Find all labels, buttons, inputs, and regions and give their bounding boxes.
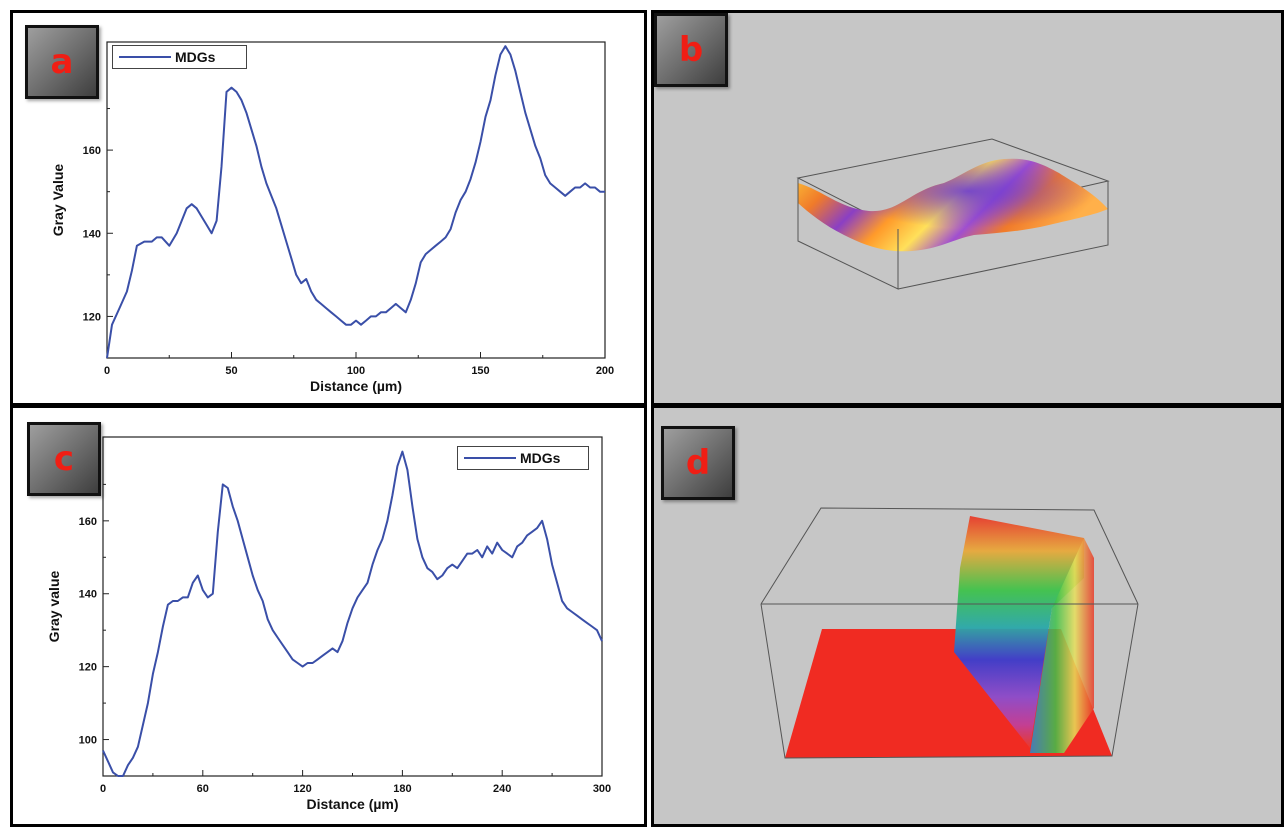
- panel-label-b-text: b: [678, 30, 704, 70]
- panel-b: b: [651, 10, 1284, 406]
- panel-label-c: c: [27, 422, 101, 496]
- y-tick-label: 120: [79, 662, 97, 674]
- chart-c: 0 60 120 180 240 300 100 120 140 160 Distance (µm)…: [46, 436, 611, 812]
- series-line-mdgs: [102, 450, 603, 777]
- x-tick-label: 240: [493, 783, 511, 795]
- y-tick-label: 160: [83, 145, 101, 157]
- x-axis-title: Distance (µm): [310, 378, 402, 394]
- x-tick-label: 120: [293, 783, 311, 795]
- panel-a: 0 50 100 150 200 120 140 160 Distance (µm) Gray V…: [10, 10, 647, 406]
- surface-render-d: [760, 507, 1139, 759]
- chart-a: 0 50 100 150 200 120 140 160 Distance (µm) Gray V…: [50, 41, 614, 394]
- series-line-mdgs: [106, 45, 605, 359]
- surface-render-b: [796, 138, 1110, 290]
- x-tick-label: 150: [471, 365, 489, 377]
- x-tick-label: 50: [225, 365, 237, 377]
- x-axis-title: Distance (µm): [306, 796, 398, 812]
- panel-label-c-text: c: [53, 439, 75, 479]
- y-tick-label: 120: [83, 311, 101, 323]
- panel-label-d: d: [661, 426, 735, 500]
- x-tick-label: 100: [347, 365, 365, 377]
- y-tick-label: 140: [79, 589, 97, 601]
- legend-a-swatch: [119, 56, 171, 58]
- panel-label-d-text: d: [685, 443, 711, 483]
- panel-label-b: b: [654, 13, 728, 87]
- x-tick-label: 180: [393, 783, 411, 795]
- x-tick-label: 300: [593, 783, 611, 795]
- legend-c-label: MDGs: [520, 450, 561, 466]
- panel-label-a: a: [25, 25, 99, 99]
- y-tick-label: 140: [83, 228, 101, 240]
- y-axis-title: Gray Value: [50, 164, 66, 237]
- panel-d: d: [651, 405, 1284, 827]
- x-tick-label: 0: [100, 783, 106, 795]
- panel-c: 0 60 120 180 240 300 100 120 140 160 Distance (µm)…: [10, 405, 647, 827]
- x-tick-label: 0: [104, 365, 110, 377]
- x-tick-label: 200: [596, 365, 614, 377]
- y-axis-title: Gray value: [46, 570, 62, 642]
- legend-a: MDGs: [112, 45, 247, 69]
- panel-label-a-text: a: [50, 42, 74, 82]
- y-tick-label: 100: [79, 735, 97, 747]
- legend-a-label: MDGs: [175, 49, 216, 65]
- plot-frame: [106, 41, 606, 359]
- x-tick-label: 60: [197, 783, 209, 795]
- legend-c-swatch: [464, 457, 516, 459]
- y-tick-label: 160: [79, 516, 97, 528]
- legend-c: MDGs: [457, 446, 589, 470]
